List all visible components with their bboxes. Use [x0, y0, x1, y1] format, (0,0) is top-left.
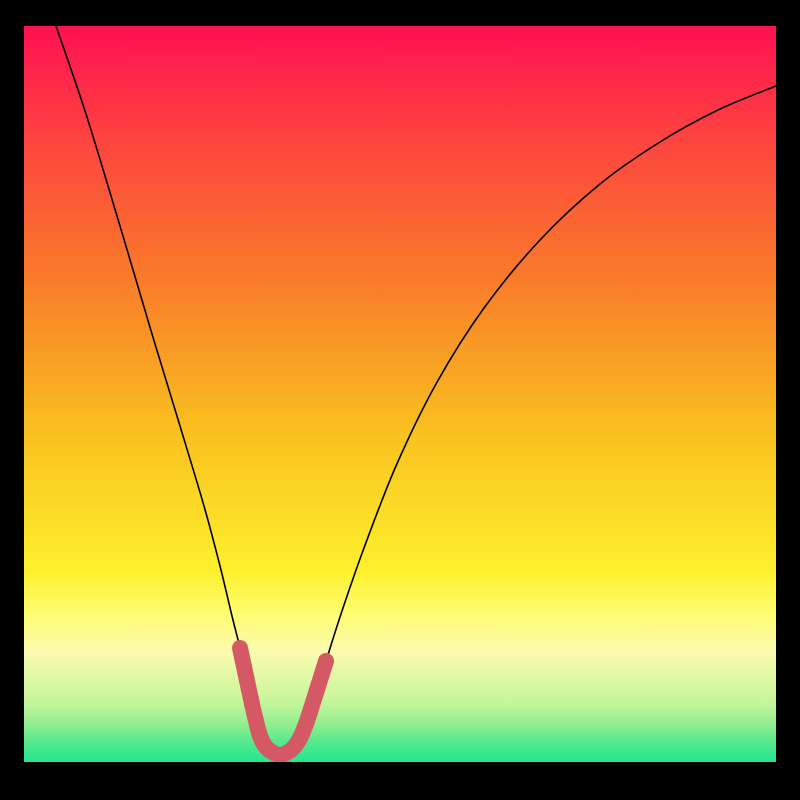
frame-left: [0, 0, 24, 800]
bottleneck-curve: [56, 26, 776, 755]
plot-area: [24, 26, 776, 762]
curve-minimum-highlight: [240, 648, 326, 755]
frame-right: [776, 0, 800, 800]
frame-bottom: [0, 762, 800, 800]
bottleneck-curve-svg: [24, 26, 776, 762]
frame-top: [0, 0, 800, 26]
